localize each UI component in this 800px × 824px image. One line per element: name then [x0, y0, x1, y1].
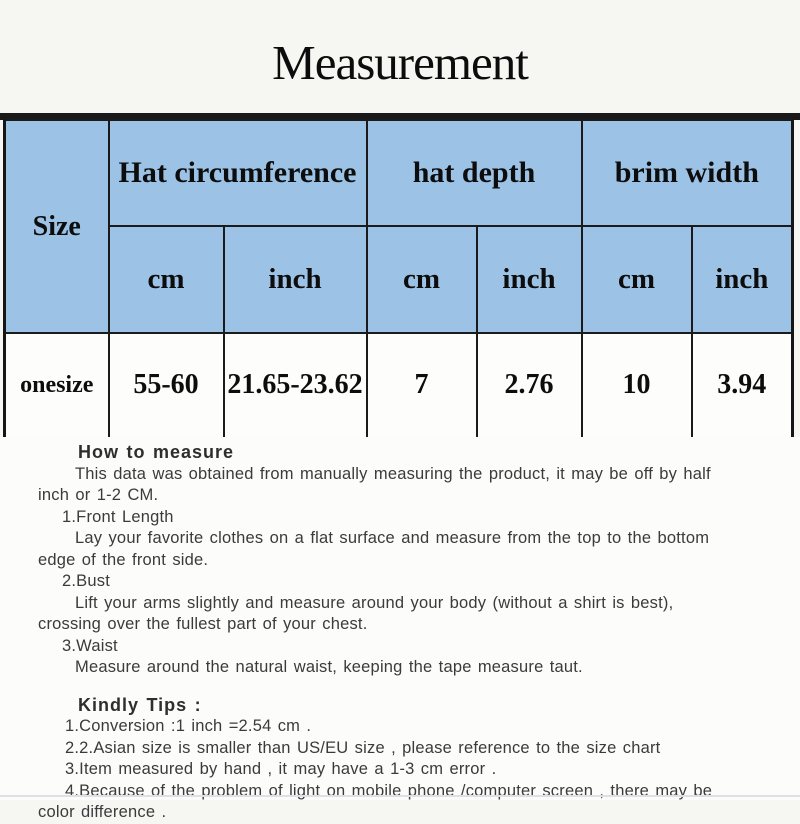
header-hat-circumference: Hat circumference	[107, 119, 368, 227]
tip-item: 4.Because of the problem of light on mob…	[38, 781, 713, 822]
cell-brim-inch: 3.94	[690, 332, 794, 439]
how-to-measure-section: How to measure This data was obtained fr…	[38, 442, 734, 679]
cell-circumference-inch: 21.65-23.62	[222, 332, 368, 439]
instructions-block: How to measure This data was obtained fr…	[38, 442, 734, 824]
page-title: Measurement	[272, 35, 529, 90]
unit-header-brim-inch: inch	[690, 225, 794, 334]
kindly-tips-section: Kindly Tips : 1.Conversion :1 inch =2.54…	[38, 695, 734, 824]
how-to-measure-heading: How to measure	[78, 442, 235, 462]
header-brim-width: brim width	[580, 119, 794, 227]
unit-header-circumference-inch: inch	[222, 225, 368, 334]
instructions-background	[0, 437, 800, 800]
unit-header-circumference-cm: cm	[107, 225, 225, 334]
table-row-onesize: onesize 55-60 21.65-23.62 7 2.76 10 3.94	[3, 332, 794, 439]
unit-header-brim-cm: cm	[580, 225, 693, 334]
measure-item-label: 1.Front Length	[62, 507, 174, 526]
table-top-border	[0, 113, 800, 120]
size-table: Size Hat circumference hat depth brim wi…	[3, 119, 795, 440]
table-header-unit-row: cm inch cm inch cm inch	[5, 225, 794, 334]
table-header-group-row: Size Hat circumference hat depth brim wi…	[3, 119, 794, 334]
header-size: Size	[3, 119, 110, 334]
cell-depth-inch: 2.76	[475, 332, 583, 439]
tip-item: 2.2.Asian size is smaller than US/EU siz…	[65, 738, 661, 757]
bottom-divider	[0, 795, 800, 797]
measure-item-label: 3.Waist	[62, 636, 118, 655]
cell-brim-cm: 10	[580, 332, 693, 439]
header-hat-depth: hat depth	[365, 119, 583, 227]
unit-header-depth-cm: cm	[365, 225, 478, 334]
cell-size: onesize	[3, 332, 110, 439]
cell-circumference-cm: 55-60	[107, 332, 225, 439]
tip-item: 3.Item measured by hand , it may have a …	[65, 760, 497, 778]
cell-depth-cm: 7	[365, 332, 478, 439]
measure-item-text: Lay your favorite clothes on a flat surf…	[38, 529, 710, 569]
measure-item-text: Measure around the natural waist, keepin…	[75, 658, 583, 676]
measure-item-text: Lift your arms slightly and measure arou…	[38, 593, 674, 634]
measure-item-label: 2.Bust	[62, 572, 110, 590]
unit-header-depth-inch: inch	[475, 225, 583, 334]
kindly-tips-heading: Kindly Tips :	[78, 694, 202, 715]
tip-item: 1.Conversion :1 inch =2.54 cm .	[65, 717, 312, 735]
how-to-measure-intro: This data was obtained from manually mea…	[38, 464, 711, 505]
